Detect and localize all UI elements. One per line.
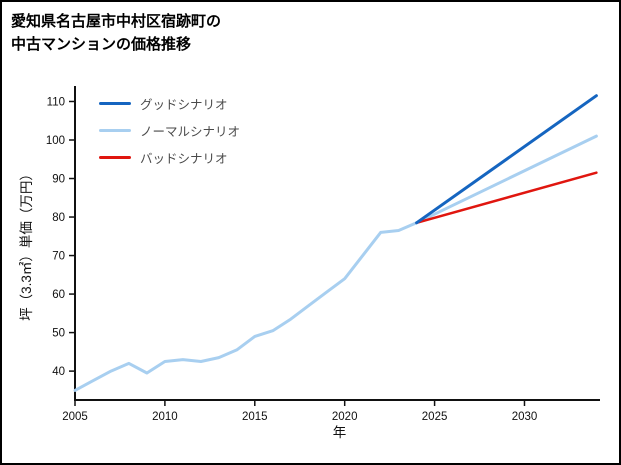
y-tick-label: 110 xyxy=(47,96,65,108)
y-tick-label: 40 xyxy=(52,366,65,378)
x-tick-label: 2010 xyxy=(152,411,178,423)
series-line-2 xyxy=(415,171,598,225)
y-axis-label: 坪（3.3㎡）単価（万円） xyxy=(19,167,34,321)
chart-title-line2: 中古マンションの価格推移 xyxy=(11,36,192,53)
y-tick-label: 60 xyxy=(52,289,65,301)
y-tick-label: 80 xyxy=(52,212,65,224)
x-tick-label: 2015 xyxy=(242,411,268,423)
good-scenario-line-swatch xyxy=(99,101,131,105)
normal-scenario-line-swatch xyxy=(99,128,131,132)
legend-item-bad-scenario: バッドシナリオ xyxy=(99,148,240,166)
y-tick-label: 50 xyxy=(52,328,65,340)
y-tick-label: 70 xyxy=(52,251,65,263)
x-tick-label: 2005 xyxy=(62,411,88,423)
legend-label-normal-scenario: ノーマルシナリオ xyxy=(140,124,241,139)
y-tick-label: 90 xyxy=(52,174,65,186)
series-line-history xyxy=(73,221,419,392)
x-tick-label: 2030 xyxy=(512,411,538,423)
legend-label-good-scenario: グッドシナリオ xyxy=(140,97,228,112)
y-tick-label: 100 xyxy=(46,135,65,147)
x-tick-label: 2025 xyxy=(422,411,448,423)
x-tick-label: 2020 xyxy=(332,411,358,423)
bad-scenario-line-swatch xyxy=(99,155,131,159)
legend-item-normal-scenario: ノーマルシナリオ xyxy=(99,121,240,139)
legend: グッドシナリオ ノーマルシナリオ バッドシナリオ xyxy=(99,94,240,166)
chart-title-line1: 愛知県名古屋市中村区宿跡町の xyxy=(11,13,222,30)
x-axis-label: 年 xyxy=(332,425,347,440)
legend-label-bad-scenario: バッドシナリオ xyxy=(140,151,228,166)
legend-item-good-scenario: グッドシナリオ xyxy=(99,94,240,112)
series-line-0 xyxy=(415,94,598,225)
series-line-1 xyxy=(415,134,598,225)
chart-title: 愛知県名古屋市中村区宿跡町の 中古マンションの価格推移 xyxy=(11,10,221,56)
